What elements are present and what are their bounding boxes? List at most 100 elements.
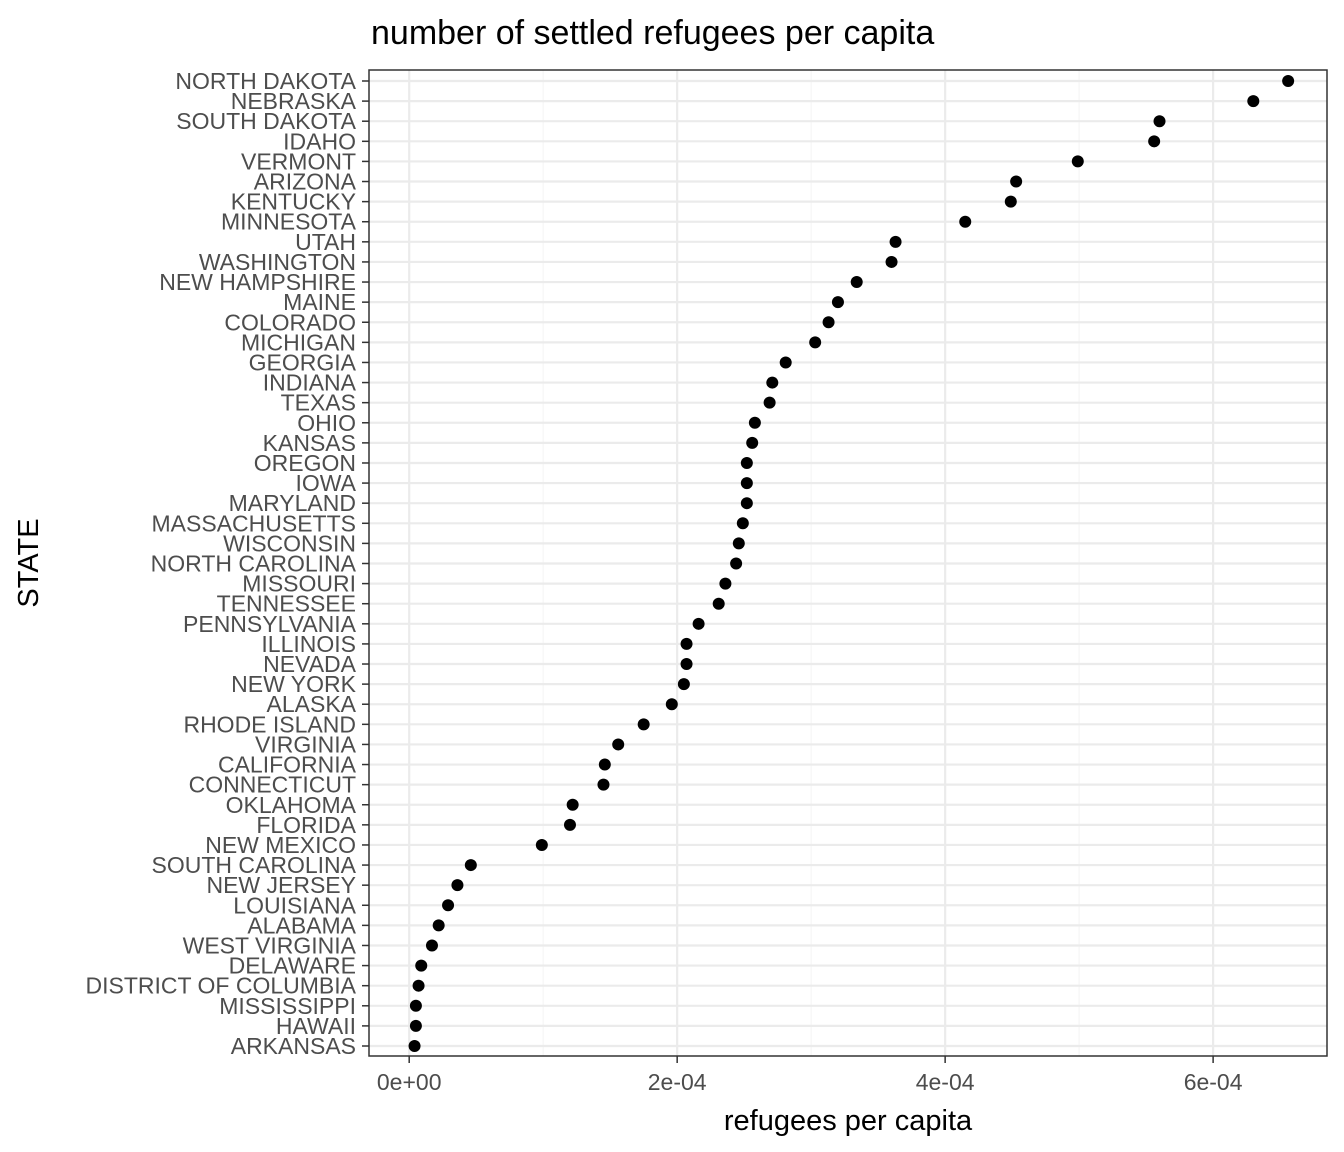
data-point <box>680 637 693 650</box>
y-tick-label: VERMONT <box>241 148 356 174</box>
y-tick-label: TENNESSEE <box>217 591 356 617</box>
data-point <box>1010 175 1023 188</box>
y-tick-label: UTAH <box>295 229 356 255</box>
data-point <box>677 678 690 691</box>
data-point <box>412 979 425 992</box>
data-point <box>1004 195 1017 208</box>
y-tick-label: ARKANSAS <box>231 1033 356 1059</box>
y-tick-label: NORTH DAKOTA <box>175 68 356 94</box>
y-tick-label: MINNESOTA <box>221 209 357 235</box>
data-point <box>563 818 576 831</box>
data-point <box>809 336 822 349</box>
data-point <box>680 658 693 671</box>
data-point <box>692 617 705 630</box>
data-point <box>597 778 610 791</box>
y-tick-label: DISTRICT OF COLUMBIA <box>86 973 357 999</box>
data-point <box>598 758 611 771</box>
data-point <box>736 517 749 530</box>
y-tick-label: IOWA <box>296 470 357 496</box>
y-tick-label: PENNSYLVANIA <box>183 611 357 637</box>
y-tick-label: OHIO <box>297 410 356 436</box>
y-tick-label: ALABAMA <box>247 912 356 938</box>
y-tick-label: NEW YORK <box>231 671 356 697</box>
data-points <box>408 75 1295 1052</box>
x-axis: 0e+00 2e-04 4e-04 6e-04 <box>377 1056 1243 1095</box>
chart-title: number of settled refugees per capita <box>371 14 934 52</box>
data-point <box>1247 95 1260 108</box>
data-point <box>425 939 438 952</box>
data-point <box>442 899 455 912</box>
y-tick-label: HAWAII <box>276 1013 356 1039</box>
y-tick-label: NORTH CAROLINA <box>151 551 357 577</box>
y-axis-title: STATE <box>13 518 45 607</box>
data-point <box>1282 75 1295 87</box>
y-tick-label: CONNECTICUT <box>189 772 356 798</box>
y-tick-label: CALIFORNIA <box>218 752 357 778</box>
data-point <box>740 477 753 490</box>
y-tick-label: VIRGINIA <box>255 731 357 757</box>
data-point <box>1071 155 1084 168</box>
data-point <box>535 838 548 851</box>
data-point <box>719 577 732 590</box>
data-point <box>850 276 863 289</box>
data-point <box>415 959 428 972</box>
y-tick-label: LOUISIANA <box>233 892 356 918</box>
data-point <box>637 718 650 731</box>
data-point <box>763 396 776 409</box>
y-tick-label: NEW MEXICO <box>205 832 356 858</box>
y-tick-label: ALASKA <box>267 691 357 717</box>
y-tick-label: FLORIDA <box>256 812 356 838</box>
data-point <box>746 436 759 449</box>
y-tick-label: COLORADO <box>224 309 356 335</box>
data-point <box>732 537 745 550</box>
data-point <box>766 376 779 389</box>
y-tick-label: OREGON <box>254 450 356 476</box>
x-tick-label: 6e-04 <box>1184 1069 1243 1095</box>
data-point <box>831 296 844 309</box>
data-point <box>432 919 445 932</box>
data-point <box>959 215 972 228</box>
y-tick-label: SOUTH DAKOTA <box>176 108 356 134</box>
data-point <box>779 356 792 369</box>
data-point <box>748 416 761 429</box>
y-tick-label: NEW JERSEY <box>206 872 356 898</box>
data-point <box>889 235 902 248</box>
y-tick-label: KENTUCKY <box>231 189 356 215</box>
y-tick-label: MICHIGAN <box>241 329 356 355</box>
y-tick-label: IDAHO <box>283 128 356 154</box>
y-tick-label: NEVADA <box>263 651 357 677</box>
data-point <box>665 698 678 711</box>
y-tick-label: DELAWARE <box>229 953 356 979</box>
data-point <box>409 1019 422 1032</box>
x-tick-label: 0e+00 <box>377 1069 442 1095</box>
x-tick-label: 2e-04 <box>648 1069 707 1095</box>
data-point <box>612 738 625 751</box>
y-tick-label: TEXAS <box>281 390 356 416</box>
y-tick-label: WEST VIRGINIA <box>183 932 357 958</box>
y-tick-label: INDIANA <box>263 370 357 396</box>
x-tick-label: 4e-04 <box>916 1069 975 1095</box>
data-point <box>740 497 753 510</box>
y-tick-label: KANSAS <box>263 430 356 456</box>
y-tick-label: MISSOURI <box>242 571 356 597</box>
data-point <box>409 999 422 1012</box>
y-tick-label: WISCONSIN <box>223 530 356 556</box>
y-tick-label: ILLINOIS <box>261 631 356 657</box>
y-tick-label: NEBRASKA <box>231 88 357 114</box>
data-point <box>885 255 898 268</box>
data-point <box>408 1040 421 1052</box>
data-point <box>740 456 753 469</box>
data-point <box>1148 135 1161 148</box>
y-tick-label: NEW HAMPSHIRE <box>159 269 356 295</box>
grid-lines <box>369 70 1327 1056</box>
data-point <box>730 557 743 570</box>
y-tick-label: WASHINGTON <box>199 249 356 275</box>
y-tick-label: RHODE ISLAND <box>183 711 356 737</box>
data-point <box>822 316 835 329</box>
y-tick-label: OKLAHOMA <box>226 792 357 818</box>
y-tick-label: SOUTH CAROLINA <box>152 852 357 878</box>
y-tick-label: MAINE <box>283 289 356 315</box>
